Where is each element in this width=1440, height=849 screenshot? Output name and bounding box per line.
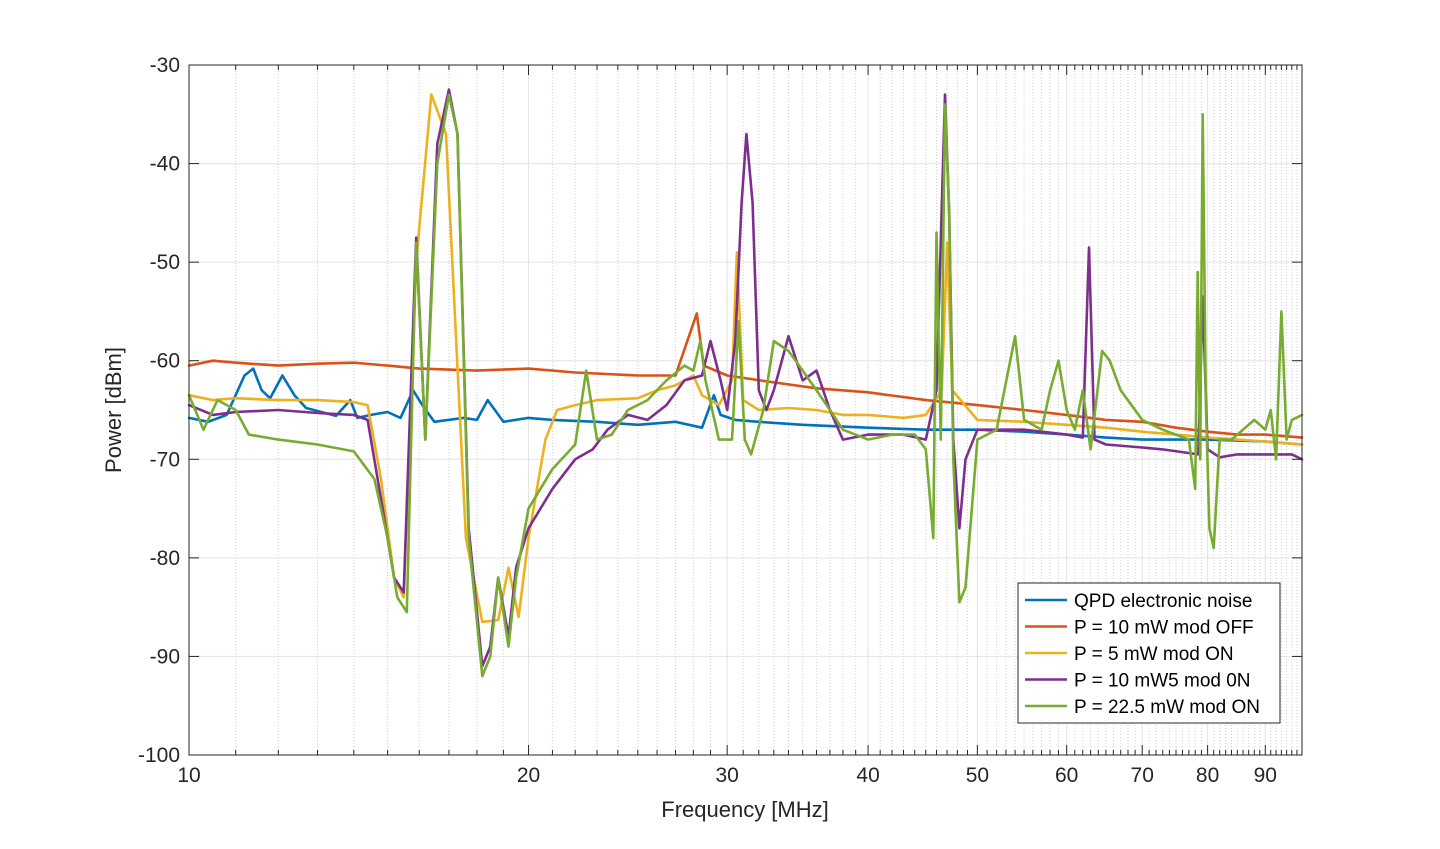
y-tick-label: -100 bbox=[138, 744, 180, 767]
tick-labels: 10 20 30 40 50 60 70 80 90 -30 -40 -50 -60 -70 -80 -90 -… bbox=[138, 54, 1277, 787]
y-tick-label: -70 bbox=[150, 448, 180, 471]
x-tick-label: 40 bbox=[856, 764, 879, 787]
axis-ticks bbox=[188, 64, 1303, 756]
legend-label: P = 10 mW mod OFF bbox=[1074, 618, 1254, 639]
legend-label: P = 22.5 mW mod ON bbox=[1074, 697, 1260, 718]
axes-box bbox=[188, 64, 1303, 756]
y-tick-label: -40 bbox=[150, 153, 180, 176]
legend-label: P = 5 mW mod ON bbox=[1074, 644, 1234, 665]
x-tick-label: 60 bbox=[1055, 764, 1078, 787]
x-tick-label: 20 bbox=[517, 764, 540, 787]
y-tick-label: -90 bbox=[150, 645, 180, 668]
y-tick-label: -50 bbox=[150, 251, 180, 274]
series-line-1 bbox=[187, 367, 1304, 446]
y-tick-label: -60 bbox=[150, 350, 180, 373]
x-axis-title: Frequency [MHz] bbox=[661, 797, 829, 822]
x-tick-label: 70 bbox=[1131, 764, 1154, 787]
legend-label: P = 10 mW5 mod 0N bbox=[1074, 671, 1251, 692]
y-axis-title: Power [dBm] bbox=[101, 347, 126, 473]
y-tick-label: -30 bbox=[150, 54, 180, 77]
x-tick-label: 80 bbox=[1196, 764, 1219, 787]
plot-area bbox=[187, 88, 1304, 678]
x-tick-label: 50 bbox=[966, 764, 989, 787]
x-tick-label: 10 bbox=[177, 764, 200, 787]
legend-label: QPD electronic noise bbox=[1074, 591, 1252, 612]
x-tick-label: 90 bbox=[1254, 764, 1277, 787]
y-tick-label: -80 bbox=[150, 547, 180, 570]
x-tick-label: 30 bbox=[715, 764, 738, 787]
series-line-5 bbox=[187, 93, 1304, 678]
legend: QPD electronic noise P = 10 mW mod OFF P =… bbox=[1017, 582, 1281, 724]
